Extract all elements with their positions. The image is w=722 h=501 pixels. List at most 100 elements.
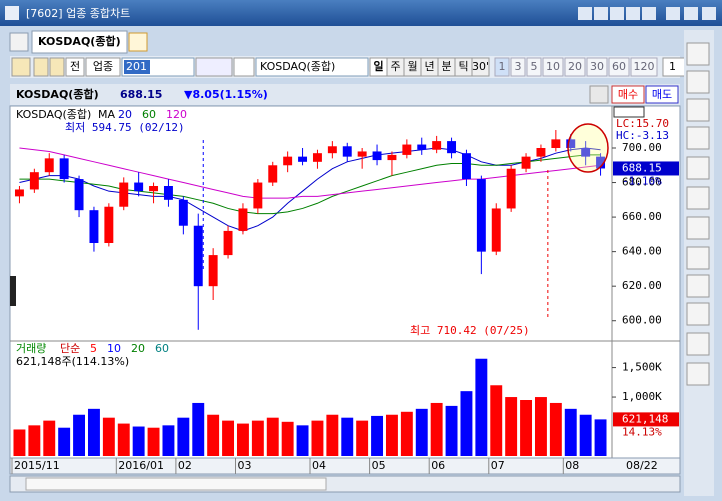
candle-body (74, 179, 84, 211)
interval-btn[interactable] (526, 57, 542, 77)
info-change: ▼8.05(1.15%) (184, 88, 268, 101)
interval[interactable]: 3 (515, 60, 522, 73)
interval[interactable]: 20 (568, 60, 582, 73)
interval[interactable]: 30 (590, 60, 604, 73)
interval[interactable]: 60 (612, 60, 626, 73)
interval-btn[interactable] (542, 57, 564, 77)
tool[interactable] (686, 302, 710, 326)
win-btn[interactable] (578, 7, 592, 20)
sector[interactable]: 업종 (93, 60, 113, 73)
maximize[interactable] (684, 7, 698, 20)
volume-title: 거래량 (16, 342, 46, 355)
volume-bar (415, 408, 428, 456)
volume-bar (326, 414, 339, 456)
candle-body (506, 168, 516, 209)
scroll-thumb[interactable] (25, 477, 327, 491)
tool-btn[interactable] (11, 57, 31, 77)
candle-body (476, 179, 486, 252)
tool[interactable] (686, 246, 710, 270)
volume-bar (177, 417, 190, 456)
count[interactable]: 1 (669, 60, 676, 73)
tool[interactable] (686, 126, 710, 150)
market-btn[interactable] (65, 57, 85, 77)
window-title: [7602] 업종 종합차트 (26, 7, 130, 20)
sell[interactable]: 매도 (652, 88, 672, 101)
buy[interactable]: 매수 (618, 88, 638, 101)
add-tab[interactable] (128, 32, 148, 52)
tool[interactable] (686, 362, 710, 386)
close[interactable] (702, 7, 716, 20)
name-field[interactable] (255, 57, 369, 77)
x-tick-label: 06 (431, 459, 445, 472)
period[interactable]: 일 (373, 59, 383, 73)
candle-body (268, 165, 278, 183)
interval-btn[interactable] (630, 57, 658, 77)
candle-body (283, 156, 293, 166)
window-buttons[interactable] (578, 7, 716, 20)
interval-btn[interactable] (564, 57, 586, 77)
last-change: -1.16% (622, 174, 662, 187)
tool[interactable] (686, 332, 710, 356)
ma-line (19, 147, 601, 232)
side-handle[interactable] (10, 276, 16, 306)
sector-btn[interactable] (85, 57, 121, 77)
volume-bar (73, 414, 86, 456)
candle-body (29, 172, 39, 190)
win-btn[interactable] (594, 7, 608, 20)
tab-icon[interactable] (9, 32, 29, 52)
volume-bar (192, 402, 205, 456)
volume-bar (505, 397, 518, 456)
interval-btn[interactable] (608, 57, 630, 77)
win-btn[interactable] (642, 7, 656, 20)
period[interactable]: 주 (390, 60, 400, 73)
interval[interactable]: 120 (634, 60, 655, 73)
candle-body (163, 186, 173, 200)
name[interactable]: KOSDAQ(종합) (260, 60, 335, 73)
code[interactable]: 201 (126, 60, 147, 73)
legend-entry: 120 (166, 108, 187, 121)
candle-body (59, 158, 69, 180)
interval-btn[interactable] (586, 57, 608, 77)
period[interactable]: 월 (407, 60, 417, 73)
win-btn[interactable] (610, 7, 624, 20)
volume-bar (117, 423, 130, 456)
volume-bar (311, 420, 324, 456)
ma-line (19, 154, 601, 215)
period[interactable]: 30' (472, 60, 489, 73)
interval-btn[interactable] (510, 57, 526, 77)
volume-bar (102, 417, 115, 456)
tab-label[interactable]: KOSDAQ(종합) (38, 34, 121, 48)
memo-btn[interactable] (233, 57, 255, 77)
lc-label: LC:15.70 (616, 117, 669, 130)
volume-bar (430, 402, 443, 456)
interval-btn[interactable] (494, 57, 510, 77)
candle-body (134, 182, 144, 192)
tool[interactable] (686, 98, 710, 122)
tool[interactable] (686, 216, 710, 240)
interval[interactable]: 5 (531, 60, 538, 73)
minimize[interactable] (666, 7, 680, 20)
search-btn[interactable] (195, 57, 233, 77)
period-btn[interactable] (471, 57, 490, 77)
tool-btn[interactable] (49, 57, 65, 77)
tool[interactable] (686, 42, 710, 66)
tool[interactable] (686, 186, 710, 210)
period[interactable]: 틱 (458, 60, 468, 73)
tool[interactable] (686, 274, 710, 298)
win-btn[interactable] (626, 7, 640, 20)
interval[interactable]: 1 (499, 60, 506, 73)
legend-entry: 60 (142, 108, 156, 121)
buy-btn[interactable] (611, 85, 645, 104)
settings-btn[interactable] (589, 85, 609, 104)
period[interactable]: 년 (424, 60, 434, 73)
volume-bar (13, 429, 26, 456)
interval[interactable]: 10 (546, 60, 560, 73)
tool-btn[interactable] (33, 57, 49, 77)
period[interactable]: 분 (441, 60, 451, 73)
sell-btn[interactable] (645, 85, 679, 104)
tool[interactable] (686, 70, 710, 94)
x-tick-label: 03 (238, 459, 252, 472)
market[interactable]: 전 (70, 60, 80, 73)
tab[interactable] (31, 30, 128, 54)
tool[interactable] (686, 156, 710, 180)
